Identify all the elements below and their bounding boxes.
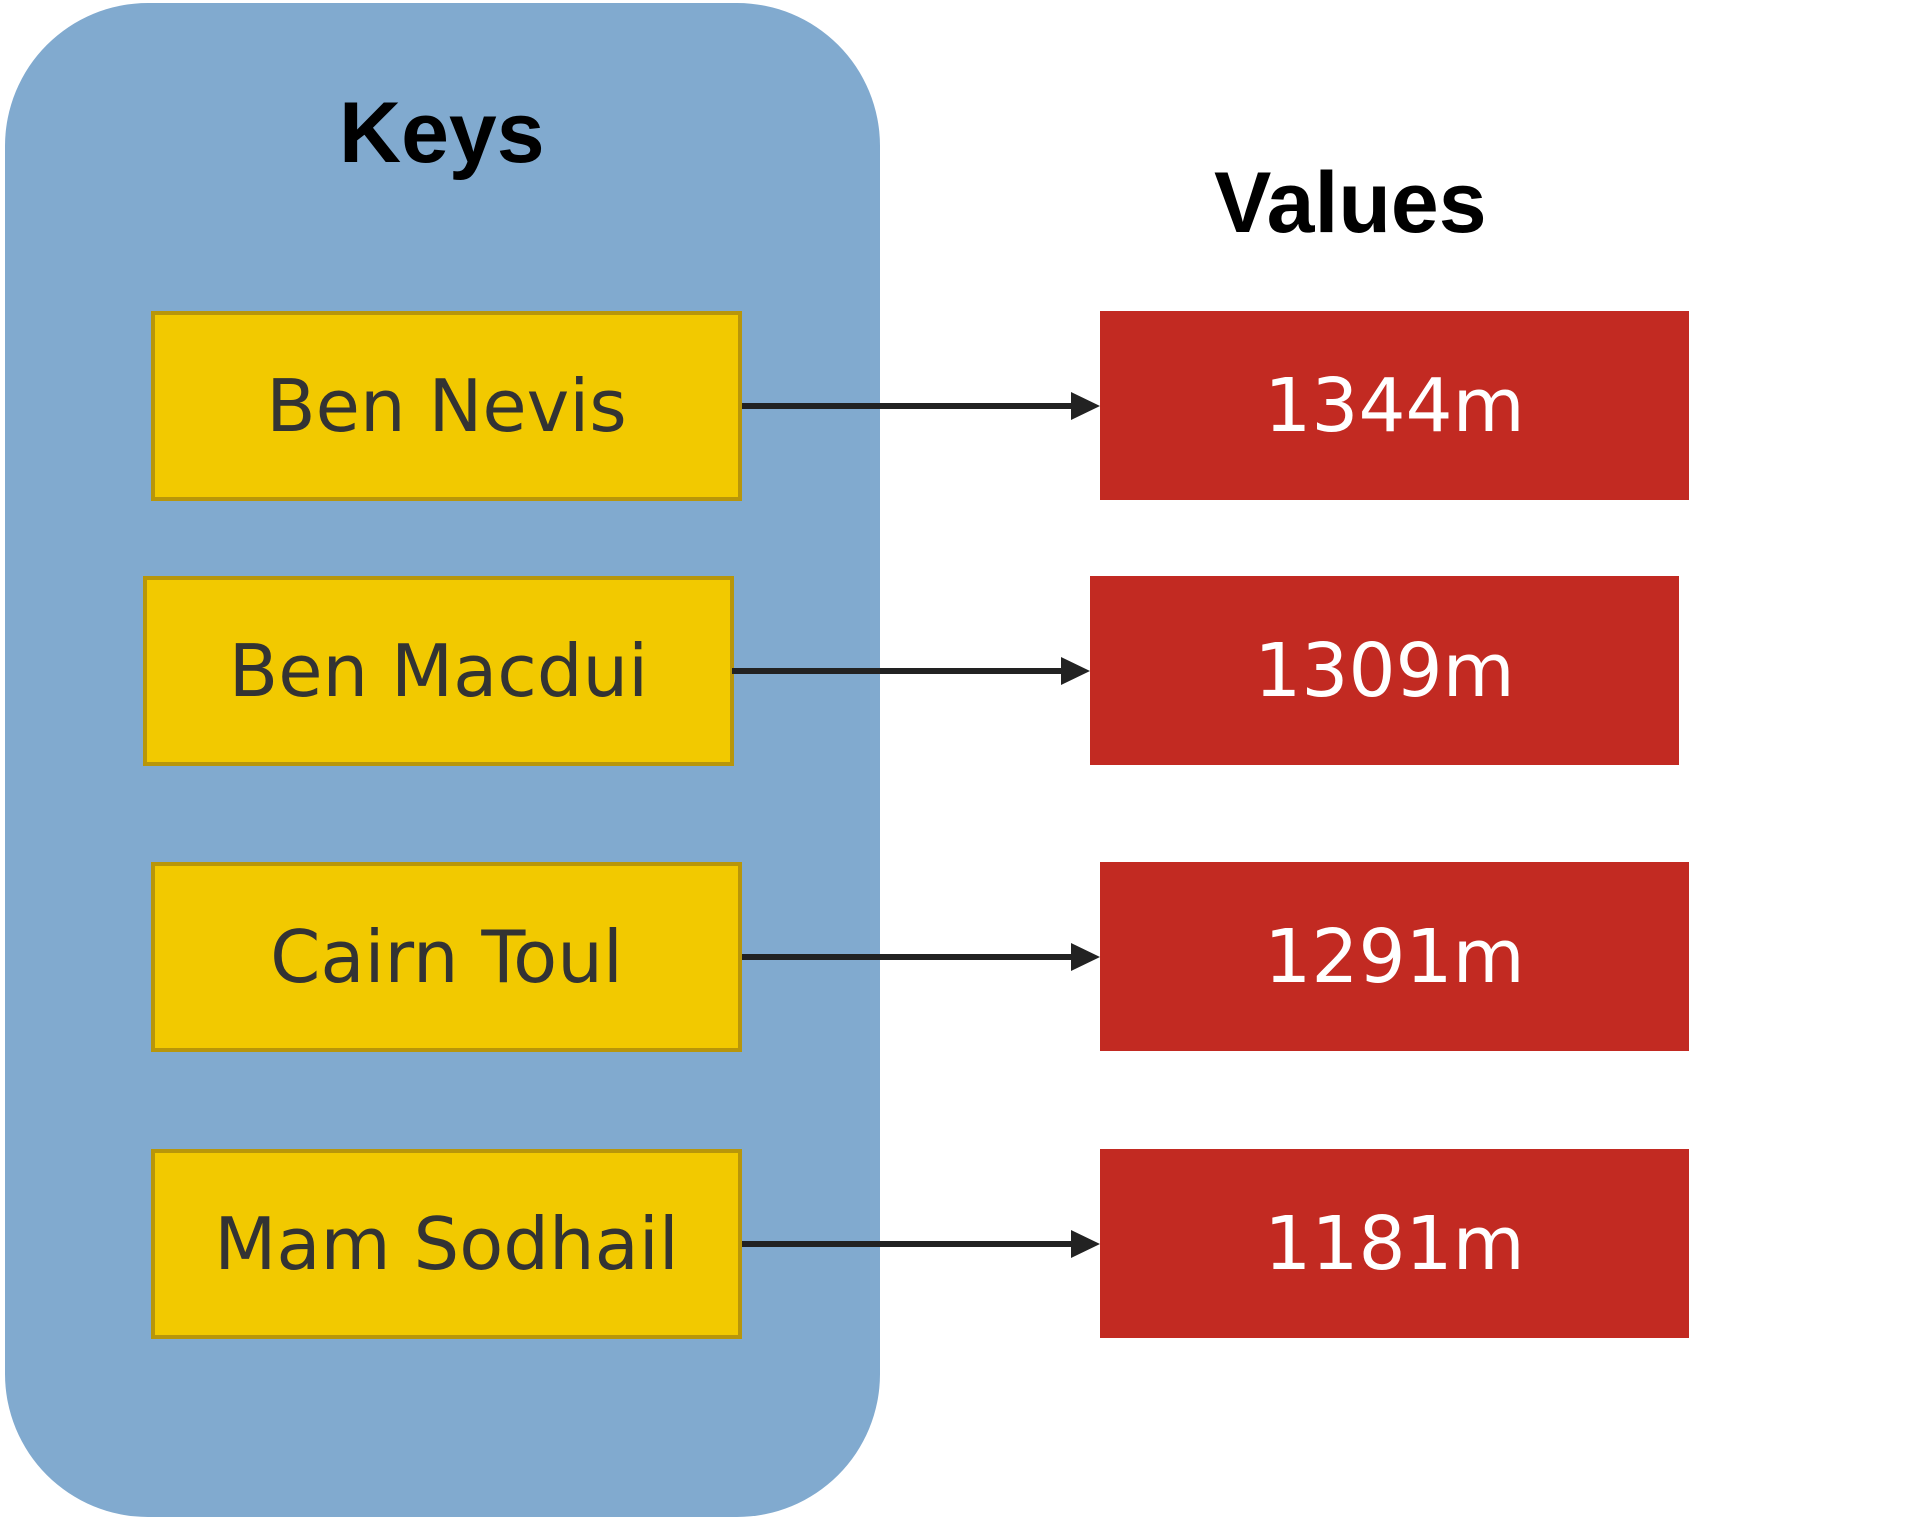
arrow-ben-nevis (742, 392, 1100, 420)
keys-heading: Keys (339, 85, 545, 181)
arrowhead-icon (1071, 1230, 1100, 1258)
arrow-mam-sodhail (742, 1230, 1100, 1258)
value-box-1181m: 1181m (1100, 1149, 1689, 1338)
arrowhead-icon (1061, 657, 1090, 685)
values-heading: Values (1214, 155, 1487, 251)
key-box-cairn-toul: Cairn Toul (151, 862, 742, 1052)
key-box-ben-nevis: Ben Nevis (151, 311, 742, 501)
value-box-1291m: 1291m (1100, 862, 1689, 1051)
arrow-ben-macdui (732, 657, 1090, 685)
arrowhead-icon (1071, 943, 1100, 971)
value-box-1344m: 1344m (1100, 311, 1689, 500)
arrow-cairn-toul (742, 943, 1100, 971)
key-box-mam-sodhail: Mam Sodhail (151, 1149, 742, 1339)
key-box-ben-macdui: Ben Macdui (143, 576, 734, 766)
value-box-1309m: 1309m (1090, 576, 1679, 765)
arrowhead-icon (1071, 392, 1100, 420)
